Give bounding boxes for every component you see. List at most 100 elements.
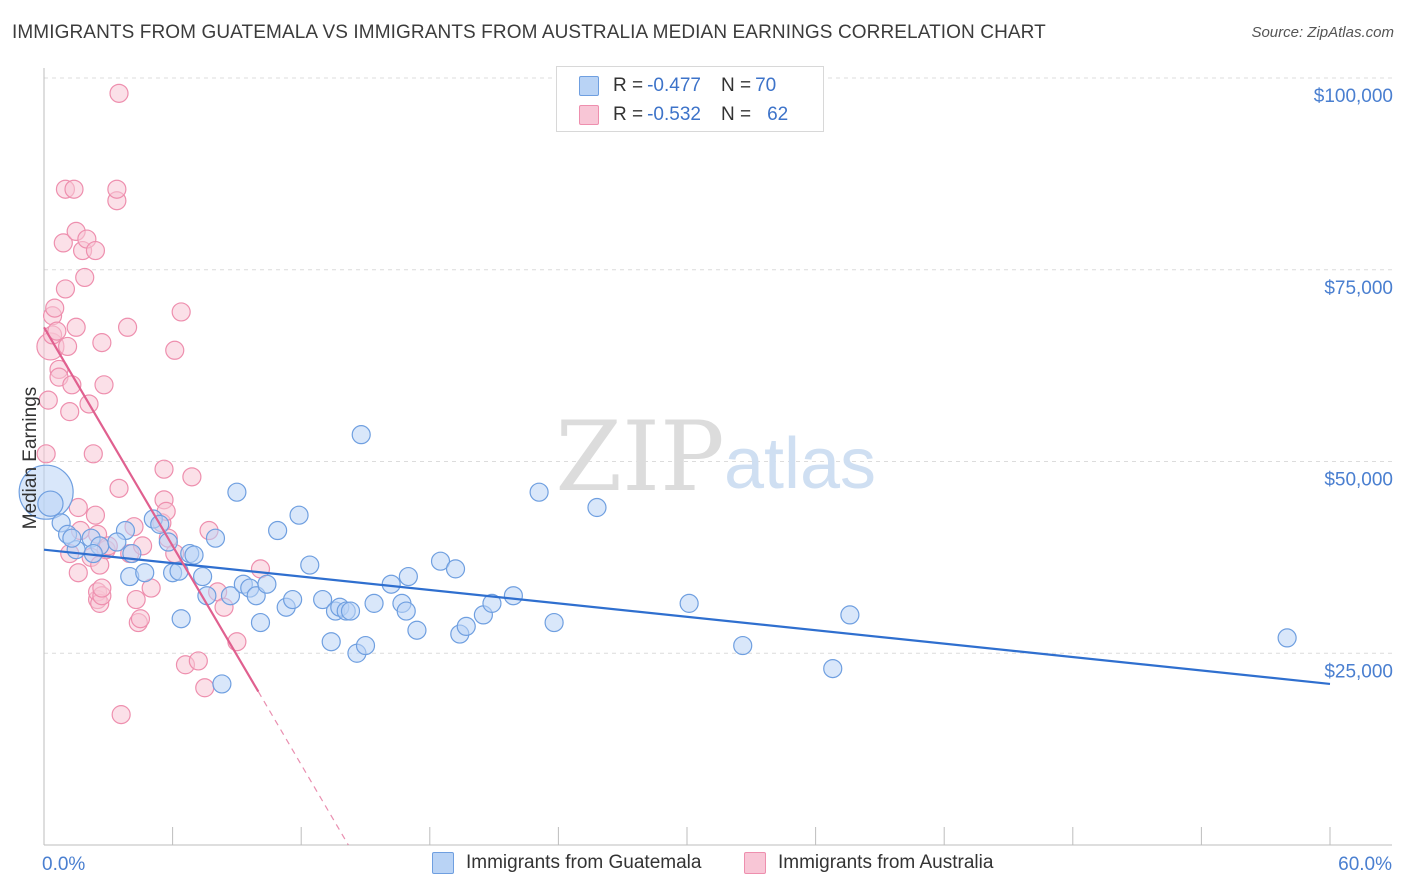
bottom-legend-guatemala: Immigrants from Guatemala [432, 852, 701, 874]
data-point-guatemala [430, 551, 451, 571]
data-point-guatemala [257, 574, 277, 594]
data-point-guatemala [1277, 628, 1297, 648]
x-tick-labels: 0.0% 60.0% [42, 854, 1392, 875]
chart-title: IMMIGRANTS FROM GUATEMALA VS IMMIGRANTS … [12, 22, 1046, 43]
y-tick-label: $100,000 [1314, 86, 1393, 107]
data-point-guatemala [679, 593, 699, 613]
data-point-australia [94, 375, 114, 395]
data-point-australia [154, 459, 174, 479]
legend-n-label: N = [720, 75, 752, 96]
stats-legend: R = -0.477 N = 70 R = -0.532 N = 62 [556, 66, 824, 132]
legend-r-label: R = [613, 104, 644, 125]
data-point-australia [68, 497, 88, 518]
data-point-guatemala [300, 555, 320, 575]
trend-line-australia [43, 326, 260, 693]
data-point-australia [195, 678, 215, 698]
watermark: ZIP atlas [555, 401, 876, 513]
data-point-australia [85, 505, 106, 525]
data-point-guatemala [62, 528, 82, 548]
data-point-guatemala [227, 482, 247, 502]
data-point-australia [165, 340, 185, 360]
legend-n-value: 70 [755, 75, 777, 96]
data-point-guatemala [184, 545, 204, 565]
data-point-guatemala [482, 593, 502, 613]
data-point-guatemala [283, 589, 303, 610]
data-point-guatemala [355, 635, 376, 656]
data-point-guatemala [193, 566, 213, 587]
data-point-australia [64, 179, 84, 199]
x-tick-label: 0.0% [42, 854, 85, 875]
legend-r-label: R = [613, 75, 644, 96]
legend-row-guatemala: R = -0.477 N = 70 [579, 71, 776, 101]
data-point-guatemala [544, 612, 564, 633]
data-point-australia [111, 705, 131, 725]
data-point-guatemala [250, 612, 271, 633]
data-point-guatemala [321, 632, 341, 652]
data-point-australia [75, 267, 95, 288]
data-point-guatemala [313, 589, 333, 610]
data-point-australia [92, 578, 112, 598]
data-point-guatemala [823, 658, 843, 679]
y-tick-label: $50,000 [1324, 470, 1393, 491]
data-point-australia [182, 467, 202, 487]
grid-lines [44, 77, 1392, 654]
data-point-guatemala [340, 601, 361, 621]
trend-line-australia-extension [257, 691, 349, 846]
data-point-guatemala [587, 497, 607, 518]
legend-n-label: N = [720, 104, 752, 125]
data-point-guatemala [171, 609, 191, 629]
data-point-australia [55, 279, 76, 299]
data-point-guatemala [212, 674, 232, 694]
data-point-guatemala [396, 601, 416, 621]
legend-swatch-pink [579, 105, 599, 125]
data-point-guatemala [351, 425, 371, 445]
data-point-guatemala [364, 593, 384, 613]
y-tick-label: $25,000 [1324, 661, 1393, 682]
series-guatemala-points [18, 425, 1297, 694]
data-point-australia [126, 589, 146, 610]
data-point-australia [83, 444, 103, 464]
data-point-guatemala [289, 505, 309, 525]
data-point-australia [188, 651, 208, 671]
data-point-guatemala [529, 482, 549, 502]
data-point-australia [85, 240, 106, 261]
chart-source: Source: ZipAtlas.com [1251, 24, 1394, 41]
data-point-guatemala [268, 520, 288, 541]
data-point-guatemala [220, 586, 241, 606]
bottom-legend-swatch-pink [744, 852, 766, 874]
data-point-guatemala [733, 635, 753, 656]
trend-line-guatemala [43, 548, 1331, 686]
data-point-australia [130, 609, 151, 629]
legend-r-value: -0.477 [647, 75, 701, 96]
y-tick-labels: $25,000 $50,000 $75,000 $100,000 [1314, 86, 1393, 682]
data-point-australia [107, 179, 127, 199]
data-point-guatemala [398, 566, 418, 587]
data-point-australia [45, 298, 65, 318]
data-point-guatemala [205, 528, 226, 548]
data-point-australia [117, 317, 138, 337]
legend-swatch-blue [579, 76, 599, 96]
legend-n-value: 62 [767, 104, 789, 125]
data-point-guatemala [407, 620, 427, 640]
watermark-atlas: atlas [724, 424, 876, 504]
watermark-zip: ZIP [555, 401, 724, 513]
x-tick-label: 60.0% [1338, 854, 1392, 875]
data-point-guatemala [445, 559, 466, 579]
y-axis-label: Median Earnings [20, 387, 41, 530]
bottom-legend-label-australia: Immigrants from Australia [778, 852, 994, 873]
legend-r-value: -0.532 [647, 104, 701, 125]
data-point-australia [57, 336, 78, 357]
bottom-legend-swatch-blue [432, 852, 454, 874]
data-point-guatemala [107, 532, 127, 552]
y-tick-label: $75,000 [1324, 278, 1393, 299]
data-point-guatemala [840, 605, 860, 625]
data-point-guatemala [135, 563, 155, 583]
data-point-guatemala [456, 616, 476, 637]
data-point-australia [92, 333, 112, 353]
data-point-australia [36, 444, 56, 464]
data-point-australia [38, 390, 58, 410]
data-point-australia [68, 563, 88, 583]
data-point-australia [109, 478, 129, 498]
bottom-legend-label-guatemala: Immigrants from Guatemala [466, 852, 702, 873]
